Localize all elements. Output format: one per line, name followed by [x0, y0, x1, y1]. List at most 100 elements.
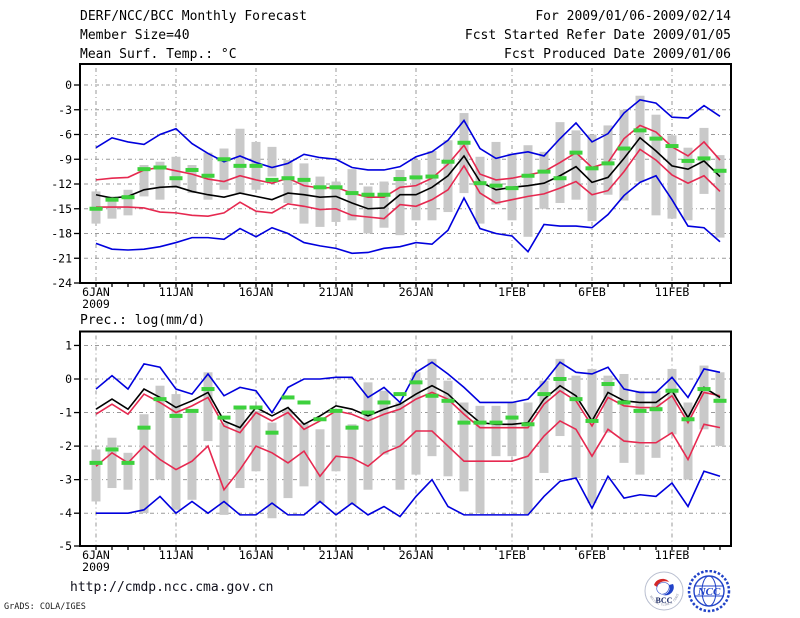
x-tick-label: 6JAN	[82, 285, 110, 299]
observation-dash	[313, 185, 327, 190]
observation-dash	[521, 173, 535, 178]
forecast-period-label: For 2009/01/06-2009/02/14	[535, 9, 731, 24]
observation-dash	[457, 140, 471, 145]
spread-bar	[283, 160, 293, 203]
header-right: For 2009/01/06-2009/02/14 Fcst Started R…	[465, 7, 731, 64]
x-tick-label: 26JAN	[399, 285, 434, 299]
observation-dash	[377, 400, 391, 405]
logo-group: BCC BEIJING CLIMATE CENTER NCC	[644, 570, 732, 616]
observation-dash	[121, 460, 135, 465]
spread-bar	[571, 130, 581, 200]
spread-bar	[139, 414, 149, 514]
y-tick-label: -6	[58, 128, 72, 142]
y-tick-label: 0	[65, 78, 72, 92]
observation-dash	[185, 167, 199, 172]
observation-dash	[185, 408, 199, 413]
spread-bar	[475, 405, 485, 514]
observation-dash	[265, 177, 279, 182]
ensemble-min-line	[95, 174, 721, 255]
ncc-logo: NCC	[687, 570, 731, 613]
observation-dash	[425, 393, 439, 398]
x-tick-label: 6JAN	[82, 548, 110, 562]
observation-dash	[681, 417, 695, 422]
spread-bar	[315, 176, 325, 227]
x-tick-label: 6FEB	[578, 285, 606, 299]
x-tick-label: 6FEB	[578, 548, 606, 562]
spread-bar	[315, 429, 325, 504]
spread-bar	[555, 358, 565, 437]
bcc-swirl-blue	[663, 584, 674, 596]
refer-date-label: Fcst Started Refer Date 2009/01/05	[464, 28, 731, 43]
y-tick-label: -1	[58, 406, 72, 420]
y-tick-label: -2	[58, 439, 72, 453]
spread-bar	[235, 128, 245, 194]
y-tick-label: -18	[51, 227, 72, 241]
spread-bar	[683, 402, 693, 480]
spread-bar	[235, 409, 245, 489]
observation-dash	[521, 422, 535, 427]
observation-dash	[233, 163, 247, 168]
bcc-logo: BCC BEIJING CLIMATE CENTER	[644, 570, 684, 611]
observation-dash	[393, 392, 407, 397]
observation-dash	[665, 388, 679, 393]
observation-dash	[201, 173, 215, 178]
observation-dash	[697, 387, 711, 392]
spread-bar	[651, 390, 661, 458]
observation-dash	[281, 395, 295, 400]
spread-bar	[299, 163, 309, 224]
observation-dash	[441, 398, 455, 403]
x-tick-label: 21JAN	[319, 285, 354, 299]
y-tick-label: 1	[65, 338, 72, 352]
spread-bar	[331, 181, 341, 222]
observation-dash	[89, 206, 103, 211]
observation-dash	[569, 397, 583, 402]
spread-bar	[651, 114, 661, 216]
observation-dash	[201, 387, 215, 392]
x-tick-label: 1FEB	[498, 285, 526, 299]
spread-bar	[267, 422, 277, 519]
source-url[interactable]: http://cmdp.ncc.cma.gov.cn	[70, 580, 274, 595]
observation-dash	[681, 158, 695, 163]
observation-dash	[105, 447, 119, 452]
spread-bar	[539, 380, 549, 473]
observation-dash	[89, 460, 103, 465]
spread-bar	[619, 109, 629, 201]
spread-bar	[107, 437, 117, 489]
precip-chart: 1 0 -1 -2 -3 -4 -5 6JAN 11JAN 16JAN 21JAN 26JAN 1FEB…	[58, 330, 732, 574]
spread-bar	[427, 358, 437, 457]
observation-dash	[169, 176, 183, 181]
spread-bar	[635, 390, 645, 475]
spread-bar	[491, 405, 501, 457]
plot-frame	[79, 63, 732, 284]
observation-dash	[505, 186, 519, 191]
observation-dash	[617, 146, 631, 151]
spread-bar	[667, 135, 677, 219]
observation-dash	[713, 168, 727, 173]
y-tick-label: -5	[58, 539, 72, 553]
spread-bar	[379, 390, 389, 455]
y-tick-label: -21	[51, 251, 72, 265]
spread-bar	[363, 186, 373, 234]
lower-quartile-line	[95, 419, 721, 492]
observation-dash	[505, 415, 519, 420]
spread-bar	[187, 165, 197, 194]
spread-bar	[491, 141, 501, 205]
observation-dash	[345, 425, 359, 430]
observation-dash	[105, 197, 119, 202]
observation-dash	[601, 161, 615, 166]
y-tick-label: -4	[58, 506, 72, 520]
plot-frame	[79, 330, 732, 547]
y-tick-label: 0	[65, 372, 72, 386]
spread-bar	[715, 155, 725, 238]
spread-bar	[139, 165, 149, 197]
observation-dash	[585, 418, 599, 423]
observation-dash	[233, 405, 247, 410]
spread-bar	[299, 422, 309, 487]
observation-dash	[585, 166, 599, 171]
spread-bar	[603, 375, 613, 433]
spread-bar	[619, 373, 629, 463]
spread-bar	[363, 382, 373, 490]
grads-credit: GrADS: COLA/IGES	[4, 602, 86, 612]
ensemble-max-line	[95, 98, 721, 171]
y-tick-label: -15	[51, 202, 72, 216]
